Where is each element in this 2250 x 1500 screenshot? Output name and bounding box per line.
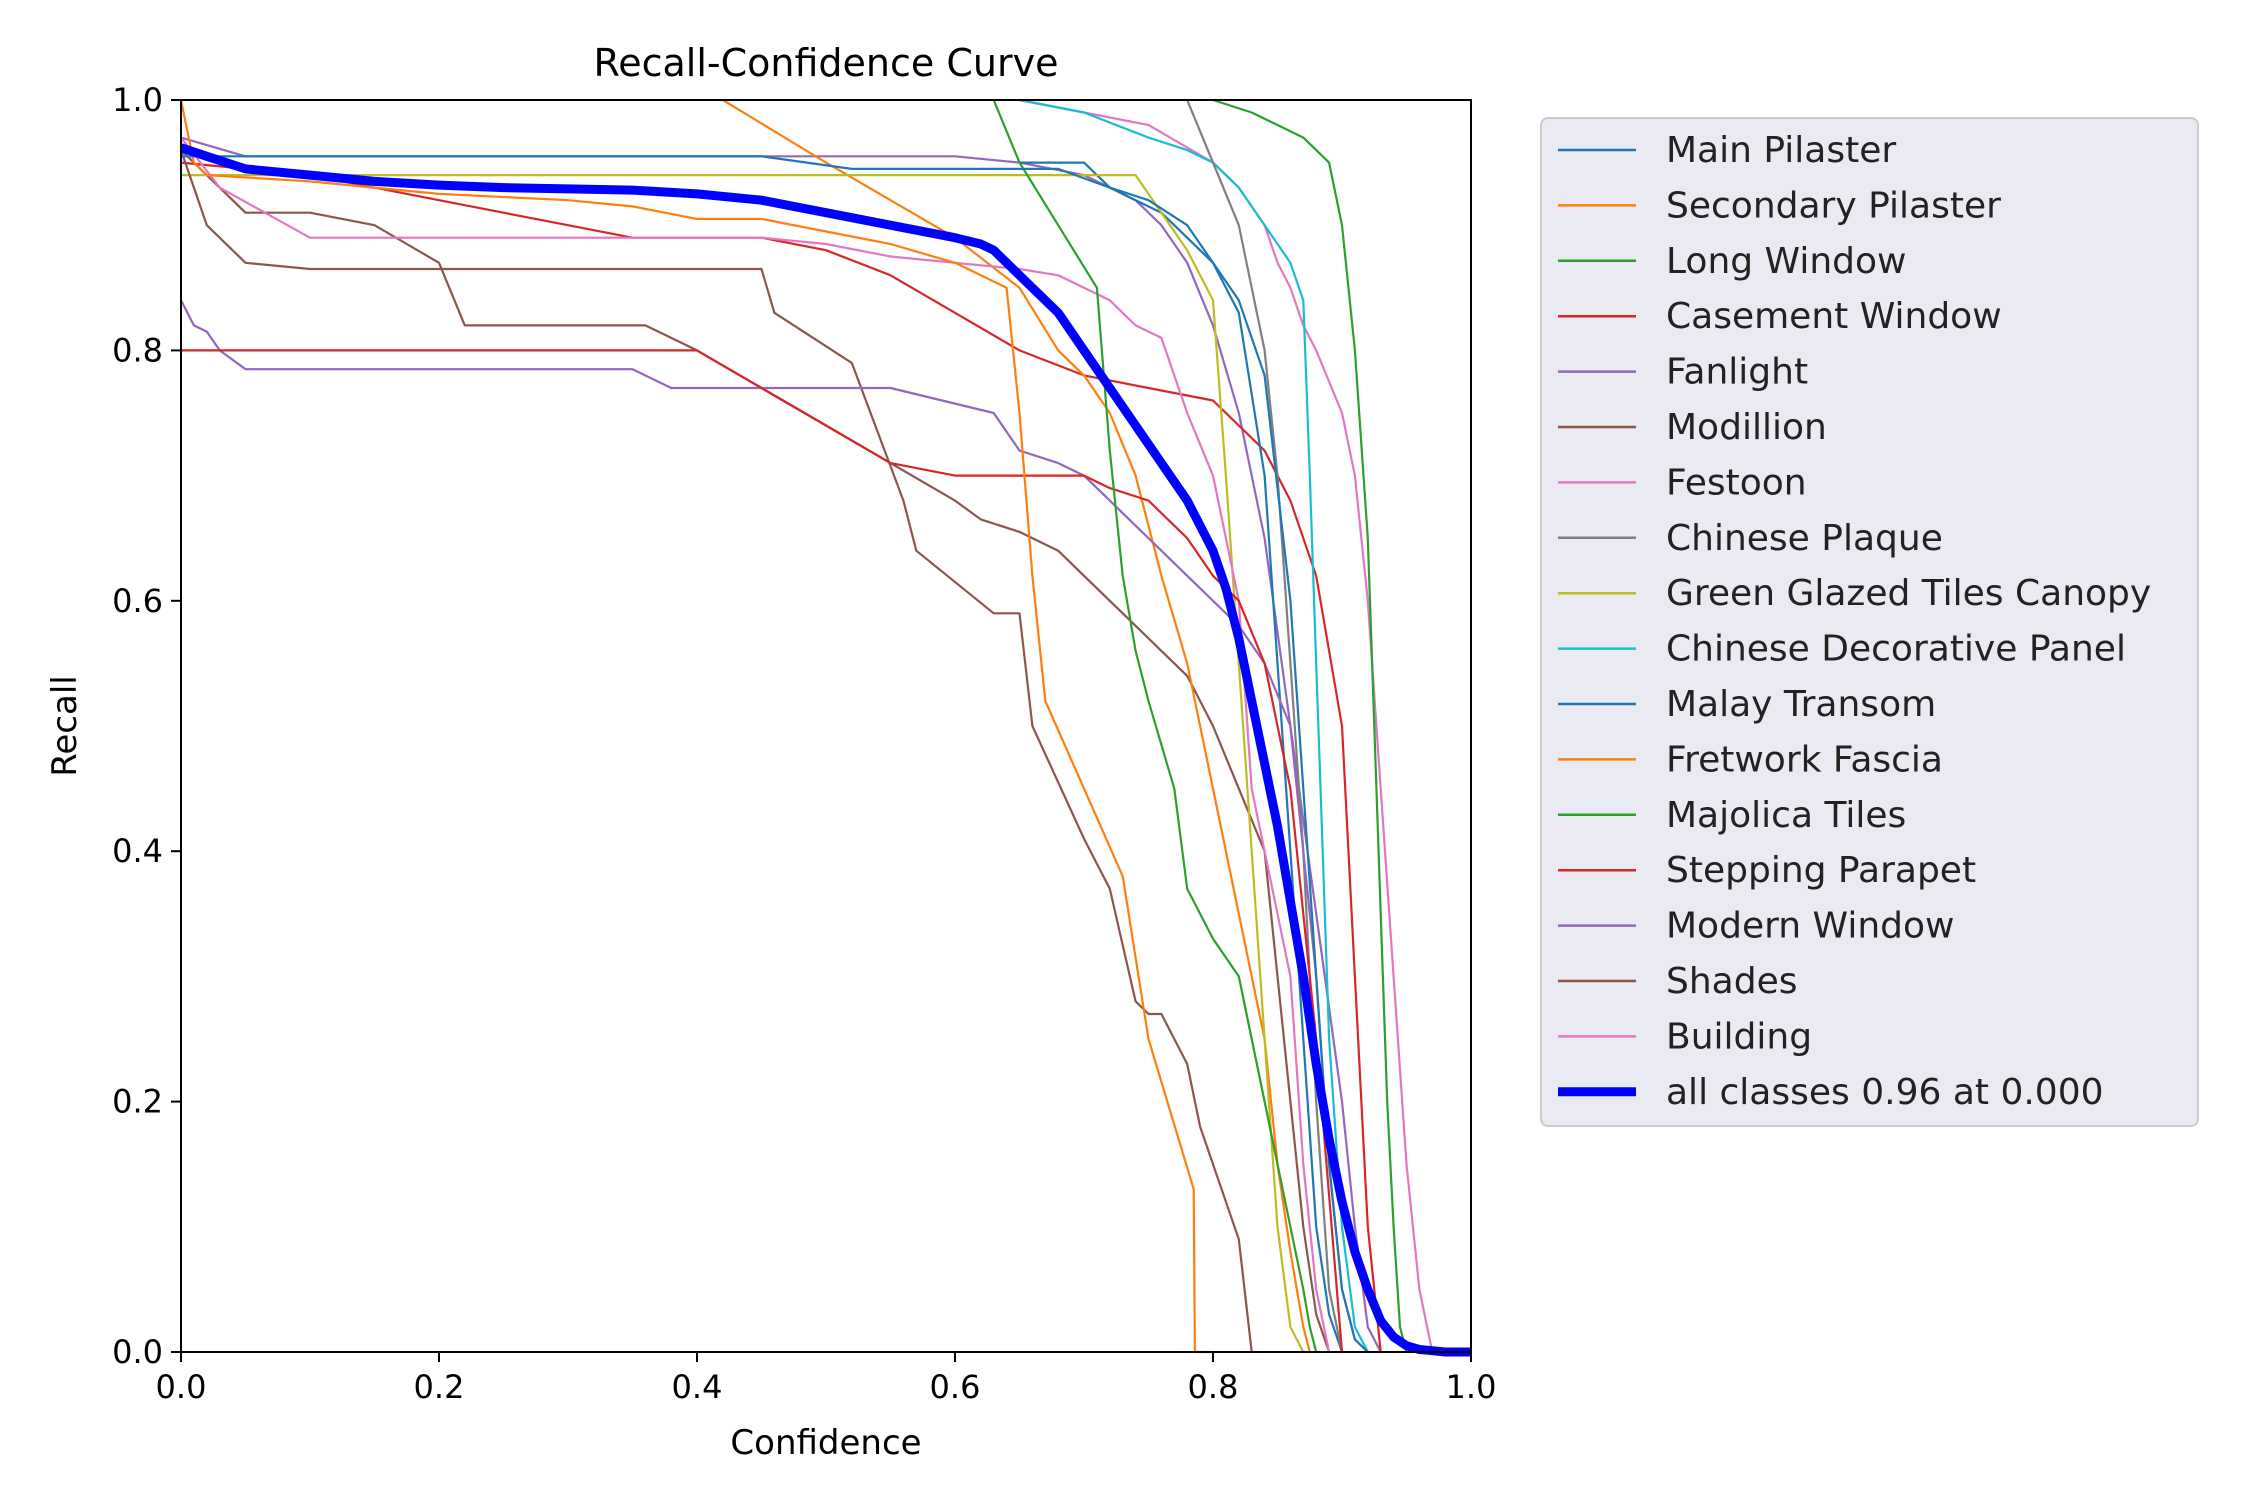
series-line-chinese-decorative-panel [1019, 98, 1369, 1353]
series-line-long-window [992, 99, 1318, 1353]
series-line-fanlight [180, 299, 1369, 1353]
y-tick-label: 0.0 [112, 1333, 163, 1371]
series-line-fretwork-fascia [722, 99, 1311, 1353]
legend-label-stepping-parapet: Stepping Parapet [1666, 850, 1976, 891]
y-tick-label: 1.0 [112, 81, 163, 119]
chart-title: Recall-Confidence Curve [594, 41, 1059, 85]
legend-items: Main Pilaster Secondary Pilaster Long Wind… [1558, 130, 2151, 1113]
legend-label-green-glazed-tiles-canopy: Green Glazed Tiles Canopy [1666, 573, 2151, 614]
series-line-casement-window [181, 349, 1344, 1353]
x-tick-label: 1.0 [1446, 1368, 1497, 1406]
series-line-modern-window [180, 136, 1382, 1353]
legend-label-malay-transom: Malay Transom [1666, 684, 1936, 725]
series-line-festoon [180, 136, 1331, 1353]
y-axis-title: Recall [45, 675, 85, 776]
legend-label-majolica-tiles: Majolica Tiles [1666, 795, 1906, 836]
legend-label-festoon: Festoon [1666, 462, 1807, 503]
legend-label-shades: Shades [1666, 961, 1797, 1002]
legend-label-secondary-pilaster: Secondary Pilaster [1666, 185, 2001, 226]
y-axis-ticks: 0.0 0.2 0.4 0.6 0.8 1.0 [112, 81, 181, 1371]
y-tick-label: 0.2 [112, 1083, 163, 1121]
series-line-secondary-pilaster [179, 99, 1213, 1354]
legend-label-casement-window: Casement Window [1666, 296, 2002, 337]
legend-label-chinese-decorative-panel: Chinese Decorative Panel [1666, 629, 2126, 670]
series-line-majolica-tiles [1212, 98, 1408, 1353]
x-tick-label: 0.8 [1188, 1368, 1239, 1406]
legend-label-building: Building [1666, 1016, 1812, 1057]
plot-frame [180, 99, 1472, 1353]
plot-lines [179, 98, 1471, 1357]
legend-box [1540, 117, 2199, 1127]
x-tick-label: 0.6 [930, 1368, 981, 1406]
legend-label-all-classes-0-96-at-0-000: all classes 0.96 at 0.000 [1666, 1072, 2104, 1113]
series-line-shades [180, 149, 1331, 1353]
x-tick-label: 0.2 [414, 1368, 465, 1406]
legend-label-main-pilaster: Main Pilaster [1666, 130, 1896, 171]
x-tick-label: 0.0 [156, 1368, 207, 1406]
legend-label-fanlight: Fanlight [1666, 352, 1808, 393]
legend-label-fretwork-fascia: Fretwork Fascia [1666, 739, 1943, 780]
legend: Main Pilaster Secondary Pilaster Long Wind… [1540, 117, 2199, 1127]
series-line-main-pilaster [181, 155, 1369, 1353]
series-line-chinese-plaque [1186, 99, 1344, 1353]
legend-label-modillion: Modillion [1666, 407, 1827, 448]
series-line-stepping-parapet [180, 161, 1382, 1353]
x-axis-ticks: 0.0 0.2 0.4 0.6 0.8 1.0 [156, 1352, 1497, 1406]
x-axis-title: Confidence [730, 1423, 921, 1463]
series-line-malay-transom [1019, 161, 1344, 1353]
series-line-modillion [179, 149, 1253, 1353]
y-tick-label: 0.4 [112, 832, 163, 870]
y-tick-label: 0.8 [112, 331, 163, 369]
y-tick-label: 0.6 [112, 582, 163, 620]
legend-label-chinese-plaque: Chinese Plaque [1666, 518, 1943, 559]
x-tick-label: 0.4 [672, 1368, 723, 1406]
series-line-all-classes-0-96-at-0-000 [179, 143, 1471, 1357]
series-line-green-glazed-tiles-canopy [181, 174, 1305, 1353]
legend-label-modern-window: Modern Window [1666, 906, 1954, 947]
legend-label-long-window: Long Window [1666, 241, 1907, 282]
